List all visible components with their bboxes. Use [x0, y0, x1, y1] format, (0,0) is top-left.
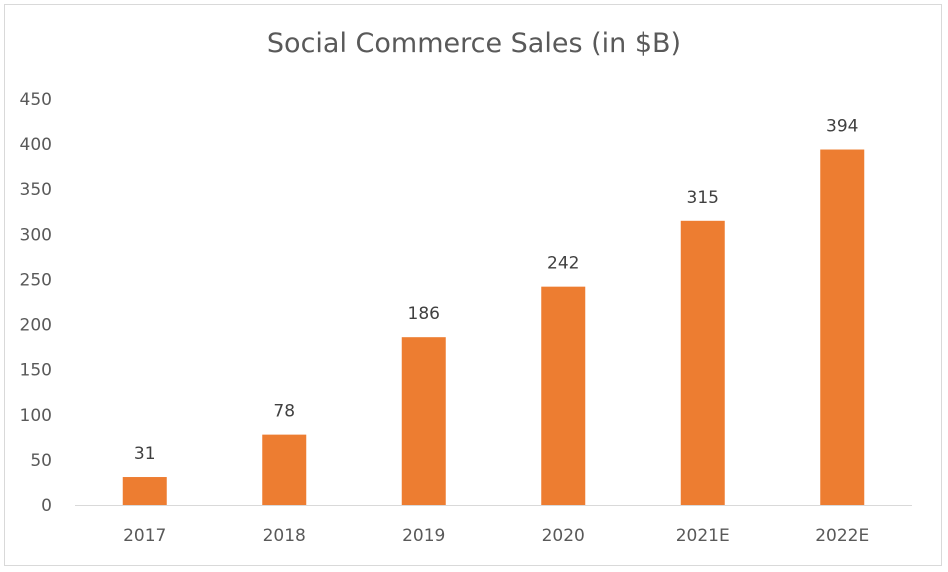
y-tick-label: 0 — [41, 496, 52, 516]
data-label-2018: 78 — [273, 402, 295, 422]
y-axis-ticks: 0 50 100 150 200 250 300 350 400 450 — [20, 90, 52, 516]
data-label-2017: 31 — [134, 444, 156, 464]
y-tick-label: 50 — [30, 451, 52, 471]
data-label-2022E: 394 — [826, 117, 858, 137]
x-tick-label-2020: 2020 — [542, 526, 585, 546]
data-label-2021E: 315 — [687, 188, 719, 208]
x-tick-label-2017: 2017 — [123, 526, 166, 546]
x-tick-label-2021E: 2021E — [676, 526, 730, 546]
bars — [122, 149, 865, 506]
bar-2022E — [820, 149, 865, 505]
y-tick-label: 150 — [20, 361, 52, 381]
x-tick-label-2018: 2018 — [263, 526, 306, 546]
y-tick-label: 300 — [20, 225, 52, 245]
y-tick-label: 350 — [20, 180, 52, 200]
bar-2019 — [401, 337, 446, 505]
chart-title: Social Commerce Sales (in $B) — [266, 28, 682, 59]
y-tick-label: 100 — [20, 406, 52, 426]
bar-2021E — [680, 220, 725, 506]
y-tick-label: 400 — [20, 135, 52, 155]
x-tick-label-2019: 2019 — [402, 526, 445, 546]
data-labels: 31 78 186 242 315 394 — [134, 117, 859, 465]
y-tick-label: 250 — [20, 270, 52, 290]
y-tick-label: 200 — [20, 316, 52, 336]
x-axis-ticks: 2017 2018 2019 2020 2021E 2022E — [123, 526, 869, 546]
bar-2018 — [262, 434, 307, 505]
chart-area — [4, 4, 942, 566]
bar-2020 — [541, 286, 586, 505]
data-label-2019: 186 — [408, 304, 440, 324]
data-label-2020: 242 — [547, 254, 579, 274]
y-tick-label: 450 — [20, 90, 52, 110]
x-tick-label-2022E: 2022E — [815, 526, 869, 546]
bar-2017 — [122, 477, 167, 505]
